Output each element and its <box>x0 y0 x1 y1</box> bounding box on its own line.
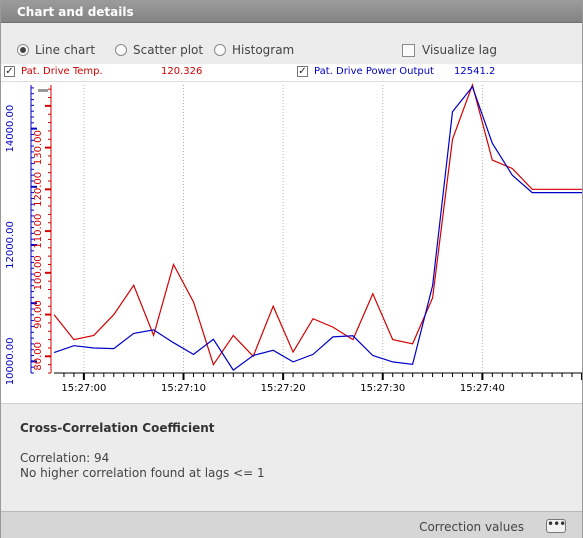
series-temp-name: Pat. Drive Temp. <box>21 66 103 77</box>
y-right-tick-label: 80.00 <box>33 342 44 371</box>
scatter-plot-label: Scatter plot <box>133 43 204 57</box>
chart-type-toolbar: Line chart Scatter plot Histogram Visual… <box>1 23 582 64</box>
histogram-radio[interactable] <box>214 44 226 56</box>
histogram-option[interactable]: Histogram <box>214 43 294 57</box>
x-tick-label: 15:27:00 <box>61 383 106 394</box>
visualize-lag-label: Visualize lag <box>422 43 497 57</box>
lag-note: No higher correlation found at lags <= 1 <box>20 466 265 480</box>
y-right-tick-label: 120.00 <box>33 172 44 207</box>
line-chart-radio[interactable] <box>17 44 29 56</box>
axis-top-marker <box>38 89 48 92</box>
x-tick-label: 15:27:10 <box>161 383 206 394</box>
correlation-value: Correlation: 94 <box>20 451 110 465</box>
series-temp-checkbox[interactable]: ✓ <box>4 66 15 77</box>
series-line-temp <box>53 83 582 367</box>
scatter-plot-radio[interactable] <box>115 44 127 56</box>
y-right-tick-label: 100.00 <box>33 255 44 290</box>
line-chart-option[interactable]: Line chart <box>17 43 95 57</box>
panel-title: Chart and details <box>17 5 134 19</box>
y-right-tick-label: 130.00 <box>33 130 44 165</box>
y-left-tick-label: 10000.00 <box>5 338 16 386</box>
histogram-label: Histogram <box>232 43 295 57</box>
legend-series-power[interactable]: ✓ Pat. Drive Power Output 12541.2 <box>297 66 495 77</box>
ellipsis-icon[interactable]: ••• <box>546 517 566 533</box>
series-power-value: 12541.2 <box>454 66 496 77</box>
y-right-tick-label: 90.00 <box>33 300 44 329</box>
details-heading: Cross-Correlation Coefficient <box>20 421 215 435</box>
visualize-lag-option[interactable]: Visualize lag <box>402 43 497 57</box>
y-left-tick-label: 12000.00 <box>5 221 16 269</box>
series-temp-value: 120.326 <box>161 66 203 77</box>
scatter-plot-option[interactable]: Scatter plot <box>115 43 203 57</box>
series-power-name: Pat. Drive Power Output <box>314 66 434 77</box>
y-left-tick-label: 14000.00 <box>5 105 16 153</box>
series-line-power <box>53 85 582 371</box>
x-tick-label: 15:27:20 <box>261 383 306 394</box>
legend-series-temp[interactable]: ✓ Pat. Drive Temp. 120.326 <box>4 66 202 77</box>
series-power-checkbox[interactable]: ✓ <box>297 66 308 77</box>
x-tick-label: 15:27:40 <box>460 383 505 394</box>
series-legend: ✓ Pat. Drive Temp. 120.326 ✓ Pat. Drive … <box>1 64 582 82</box>
line-chart[interactable]: 15:27:00 15:27:10 15:27:20 15:27:30 15:27:40… <box>1 83 582 403</box>
y-right-tick-label: 110.00 <box>33 214 44 249</box>
line-chart-label: Line chart <box>35 43 96 57</box>
footer-bar: Correction values ••• <box>1 511 582 538</box>
x-tick-label: 15:27:30 <box>360 383 405 394</box>
details-section: Cross-Correlation Coefficient Correlatio… <box>1 403 582 511</box>
visualize-lag-checkbox[interactable] <box>402 43 415 57</box>
correction-values-link[interactable]: Correction values <box>419 520 524 534</box>
panel-title-bar: Chart and details <box>1 1 582 23</box>
